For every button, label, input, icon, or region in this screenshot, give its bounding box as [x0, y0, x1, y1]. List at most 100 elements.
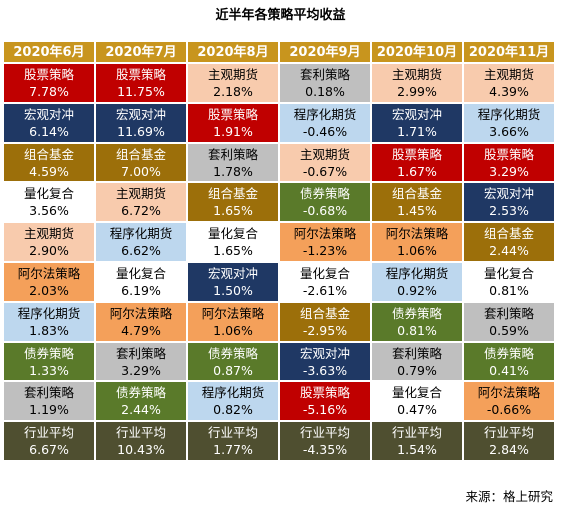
strategy-return: 1.19%: [29, 402, 69, 418]
strategy-cell: 行业平均 1.77%: [188, 422, 278, 460]
strategy-name: 主观期货: [391, 67, 442, 82]
strategy-name: 行业平均: [483, 425, 534, 441]
strategy-cell: 债券策略 1.33%: [4, 342, 94, 381]
strategy-name: 阿尔法策略: [201, 305, 265, 321]
strategy-name: 主观期货: [207, 67, 258, 82]
strategy-name: 阿尔法策略: [109, 305, 173, 321]
strategy-name: 程序化期货: [385, 266, 449, 281]
strategy-cell: 行业平均 -4.35%: [280, 422, 370, 460]
strategy-cell: 主观期货 6.72%: [96, 183, 186, 222]
strategy-cell: 债券策略 2.44%: [96, 382, 186, 421]
strategy-name: 行业平均: [207, 425, 258, 441]
strategy-cell: 阿尔法策略 1.06%: [372, 223, 462, 261]
source: 来源：格上研究: [465, 489, 553, 504]
strategy-return: 2.84%: [489, 442, 529, 458]
strategy-return: 1.67%: [397, 163, 437, 179]
strategy-cell: 程序化期货 3.66%: [464, 103, 554, 142]
strategy-cell: 债券策略 0.81%: [372, 302, 462, 341]
strategy-cell: 主观期货 2.99%: [372, 64, 462, 102]
strategy-name: 行业平均: [115, 425, 166, 441]
strategy-cell: 行业平均 10.43%: [96, 422, 186, 460]
strategy-return: 1.91%: [213, 123, 253, 139]
strategy-return: 0.47%: [397, 402, 437, 418]
strategy-name: 阿尔法策略: [17, 266, 81, 281]
strategy-return: 2.03%: [29, 283, 69, 298]
strategy-name: 股票策略: [115, 67, 166, 82]
column-header: 2020年11月: [464, 42, 554, 62]
strategy-cell: 宏观对冲 1.50%: [188, 263, 278, 301]
strategy-name: 套利策略: [115, 345, 166, 361]
strategy-return: 1.54%: [397, 442, 437, 458]
strategy-cell: 套利策略 3.29%: [96, 342, 186, 381]
strategy-return: 1.06%: [397, 243, 437, 259]
strategy-name: 债券策略: [23, 345, 74, 361]
strategy-cell: 债券策略 0.87%: [188, 342, 278, 381]
strategy-name: 套利策略: [299, 67, 350, 82]
column-header: 2020年8月: [188, 42, 278, 62]
strategy-return: -0.66%: [486, 402, 532, 418]
strategy-cell: 组合基金 7.00%: [96, 143, 186, 182]
strategy-cell: 量化复合 -2.61%: [280, 263, 370, 301]
strategy-name: 债券策略: [299, 186, 350, 202]
strategy-name: 套利策略: [483, 305, 534, 321]
strategy-cell: 组合基金 2.44%: [464, 223, 554, 261]
strategy-cell: 量化复合 0.81%: [464, 263, 554, 301]
strategy-cell: 股票策略 1.91%: [188, 103, 278, 142]
strategy-name: 行业平均: [23, 425, 74, 441]
strategy-return: 1.71%: [397, 123, 437, 139]
strategy-cell: 套利策略 1.78%: [188, 143, 278, 182]
strategy-cell: 宏观对冲 6.14%: [4, 103, 94, 142]
strategy-name: 组合基金: [483, 226, 534, 242]
strategy-return: 0.82%: [213, 402, 253, 418]
strategy-name: 量化复合: [23, 186, 74, 202]
strategy-name: 股票策略: [391, 146, 442, 162]
column-header: 2020年7月: [96, 42, 186, 62]
strategy-name: 主观期货: [23, 226, 74, 242]
strategy-name: 量化复合: [299, 266, 350, 281]
strategy-return: 7.78%: [29, 84, 69, 99]
strategy-cell: 程序化期货 0.92%: [372, 263, 462, 301]
strategy-name: 债券策略: [207, 345, 258, 361]
strategy-name: 组合基金: [207, 186, 258, 202]
strategy-cell: 组合基金 1.65%: [188, 183, 278, 222]
strategy-return: 11.75%: [117, 84, 165, 99]
strategy-cell: 程序化期货 6.62%: [96, 223, 186, 261]
strategy-name: 股票策略: [483, 146, 534, 162]
strategy-return: 0.87%: [213, 362, 253, 378]
column-header: 2020年10月: [372, 42, 462, 62]
strategy-name: 量化复合: [391, 385, 442, 401]
strategy-return: -0.68%: [302, 203, 348, 219]
strategy-name: 主观期货: [483, 67, 534, 82]
strategy-return: 1.06%: [213, 322, 253, 338]
strategy-name: 组合基金: [115, 146, 166, 162]
strategy-name: 程序化期货: [109, 226, 173, 242]
strategy-return: 3.66%: [489, 123, 529, 139]
strategy-cell: 股票策略 11.75%: [96, 64, 186, 102]
strategy-name: 行业平均: [391, 425, 442, 441]
strategy-return: 6.14%: [29, 123, 69, 139]
strategy-cell: 组合基金 -2.95%: [280, 302, 370, 341]
strategy-cell: 阿尔法策略 4.79%: [96, 302, 186, 341]
strategy-cell: 量化复合 6.19%: [96, 263, 186, 301]
strategy-name: 量化复合: [207, 226, 258, 242]
strategy-cell: 主观期货 4.39%: [464, 64, 554, 102]
strategy-return: 2.53%: [489, 203, 529, 219]
strategy-return: 1.45%: [397, 203, 437, 219]
strategy-cell: 组合基金 1.45%: [372, 183, 462, 222]
strategy-return: 0.41%: [489, 362, 529, 378]
strategy-cell: 债券策略 -0.68%: [280, 183, 370, 222]
strategy-return: 1.33%: [29, 362, 69, 378]
strategy-name: 宏观对冲: [115, 106, 166, 122]
strategy-return: 3.56%: [29, 203, 69, 219]
strategy-name: 程序化期货: [477, 106, 541, 122]
strategy-return: 0.79%: [397, 362, 437, 378]
strategy-return: 7.00%: [121, 163, 161, 179]
strategy-cell: 量化复合 0.47%: [372, 382, 462, 421]
strategy-cell: 股票策略 -5.16%: [280, 382, 370, 421]
column-header: 2020年6月: [4, 42, 94, 62]
strategy-name: 宏观对冲: [299, 345, 350, 361]
strategy-return: 2.90%: [29, 243, 69, 259]
strategy-cell: 程序化期货 0.82%: [188, 382, 278, 421]
strategy-name: 阿尔法策略: [293, 226, 357, 242]
strategy-cell: 宏观对冲 11.69%: [96, 103, 186, 142]
